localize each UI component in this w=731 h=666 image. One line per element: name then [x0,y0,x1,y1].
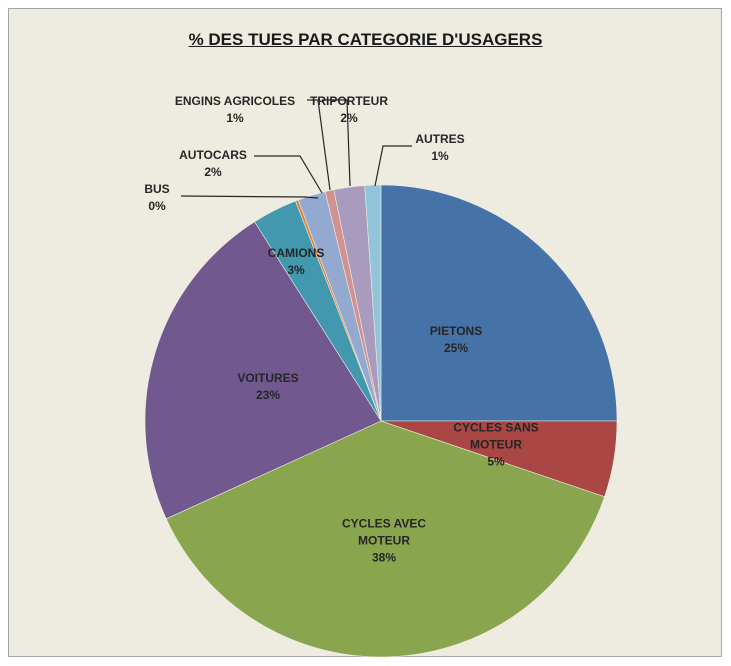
leader-line [322,99,351,187]
slice-value: 3% [287,263,305,277]
slice-name: CYCLES AVEC MOTEUR [341,516,426,548]
slice-value: 25% [443,341,469,355]
slice-label: CYCLES SANS MOTEUR 5% [441,420,551,471]
leader-line [254,155,323,194]
pie-slice [165,420,605,658]
slice-value: 2% [340,111,358,125]
slice-name: AUTOCARS [179,148,247,162]
slice-value: 1% [431,149,449,163]
slice-label: BUS 0% [137,181,177,215]
slice-name: PIETONS [429,324,483,338]
slice-value: 1% [226,111,244,125]
slice-value: 5% [487,454,505,469]
slice-label: CAMIONS 3% [256,245,336,279]
slice-label: PIETONS 25% [411,323,501,357]
slice-name: BUS [144,182,170,196]
slice-label: TRIPORTEUR 2% [304,93,394,127]
slice-name: VOITURES [237,371,299,385]
slice-name: TRIPORTEUR [310,94,388,108]
slice-label: VOITURES 23% [223,370,313,404]
slice-name: AUTRES [415,132,465,146]
slice-label: AUTOCARS 2% [173,147,253,181]
slice-value: 38% [371,550,397,565]
slice-label: AUTRES 1% [410,131,470,165]
slice-value: 0% [148,199,166,213]
pie-slice [380,184,618,422]
slice-name: CAMIONS [267,246,325,260]
chart-title: % DES TUES PAR CATEGORIE D'USAGERS [188,30,543,49]
slice-value: 2% [204,165,222,179]
pie-slice [144,221,382,520]
slice-label: CYCLES AVEC MOTEUR 38% [329,516,439,567]
slice-label: ENGINS AGRICOLES 1% [165,93,305,127]
slice-name: CYCLES SANS MOTEUR [453,420,539,452]
leader-line [374,145,412,187]
leader-line [180,195,319,199]
leader-line [307,99,331,191]
pie-slice [364,184,382,422]
slice-value: 23% [255,388,281,402]
slice-name: ENGINS AGRICOLES [174,94,296,108]
